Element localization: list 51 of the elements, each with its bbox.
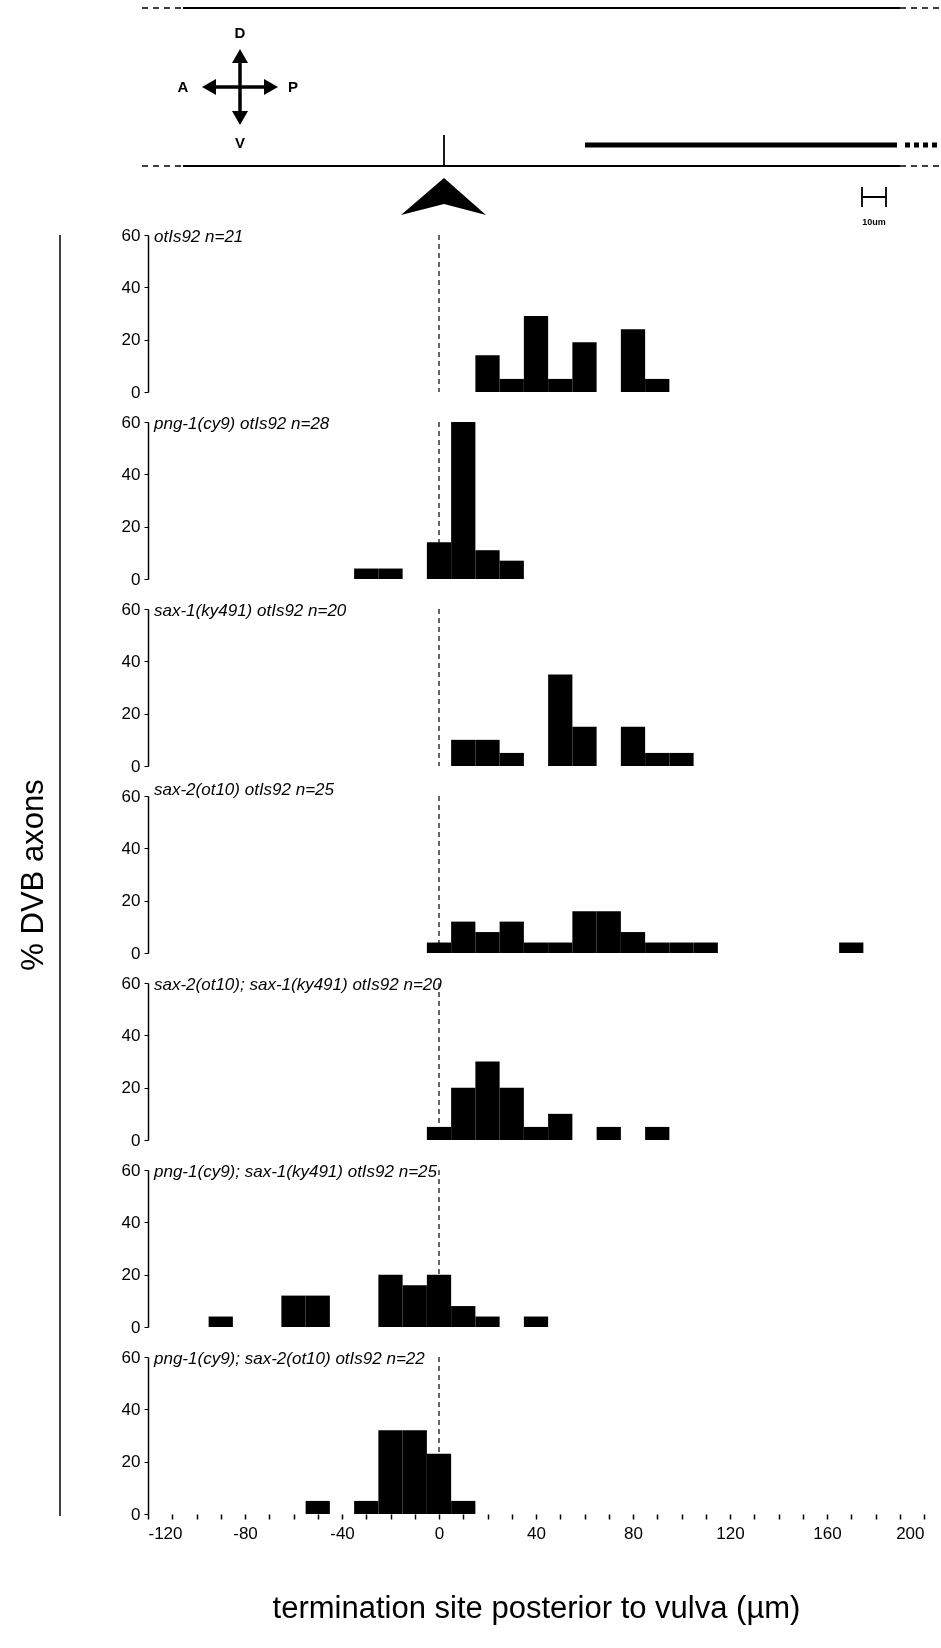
x-axis-title: termination site posterior to vulva (µm): [272, 1589, 801, 1625]
chart-title: png-1(cy9) otIs92 n=28: [153, 414, 330, 433]
y-tick-label: 40: [121, 1025, 141, 1045]
text: V: [234, 134, 246, 151]
y-tick-label: 60: [121, 412, 141, 432]
y-tick-label: 60: [121, 599, 141, 619]
y-tick-label: 0: [131, 1317, 141, 1337]
y-tick-label: 20: [121, 517, 141, 537]
y-tick-label: 40: [121, 1212, 141, 1232]
y-tick-label: 60: [121, 225, 141, 245]
chart-title: sax-2(ot10) otIs92 n=25: [154, 779, 335, 799]
x-tick-label: -80: [233, 1523, 258, 1543]
y-tick-label: 20: [121, 330, 141, 350]
y-tick-label: 0: [131, 756, 141, 776]
text: P: [287, 78, 299, 95]
chart-title: sax-1(ky491) otIs92 n=20: [154, 601, 347, 620]
text: D: [234, 24, 246, 41]
y-tick-label: 40: [121, 277, 141, 297]
x-tick-label: 80: [624, 1523, 643, 1543]
y-tick-label: 0: [131, 943, 141, 963]
y-tick-label: 60: [121, 973, 141, 993]
chart-title: png-1(cy9); sax-1(ky491) otIs92 n=25: [153, 1162, 438, 1181]
chart-title: png-1(cy9); sax-2(ot10) otIs92 n=22: [153, 1349, 426, 1368]
y-tick-label: 60: [121, 1160, 141, 1180]
x-tick-label: 160: [813, 1523, 842, 1543]
y-tick-label: 40: [121, 838, 141, 858]
y-tick-label: 0: [131, 382, 141, 402]
y-tick-label: 60: [121, 1347, 141, 1367]
y-tick-label: 0: [131, 569, 141, 589]
y-tick-label: 60: [121, 786, 141, 806]
chart-title: sax-2(ot10); sax-1(ky491) otIs92 n=20: [154, 975, 443, 994]
x-tick-label: -120: [148, 1523, 183, 1543]
y-tick-label: 20: [121, 1265, 141, 1285]
x-tick-label: 120: [716, 1523, 745, 1543]
x-tick-label: 0: [434, 1523, 445, 1543]
y-tick-label: 20: [121, 1452, 141, 1472]
y-tick-label: 40: [121, 1399, 141, 1419]
y-tick-label: 40: [121, 464, 141, 484]
text: 10um: [862, 217, 886, 227]
y-tick-label: 20: [121, 1078, 141, 1098]
y-tick-label: 40: [121, 651, 141, 671]
x-tick-label: 40: [527, 1523, 546, 1543]
y-tick-label: 20: [121, 704, 141, 724]
y-axis-title: % DVB axons: [14, 779, 50, 971]
x-tick-label: 200: [896, 1523, 925, 1543]
text: A: [177, 78, 189, 95]
x-tick-label: -40: [330, 1523, 355, 1543]
chart-title: otIs92 n=21: [154, 227, 244, 246]
y-tick-label: 0: [131, 1504, 141, 1524]
y-tick-label: 0: [131, 1130, 141, 1150]
y-tick-label: 20: [121, 891, 141, 911]
